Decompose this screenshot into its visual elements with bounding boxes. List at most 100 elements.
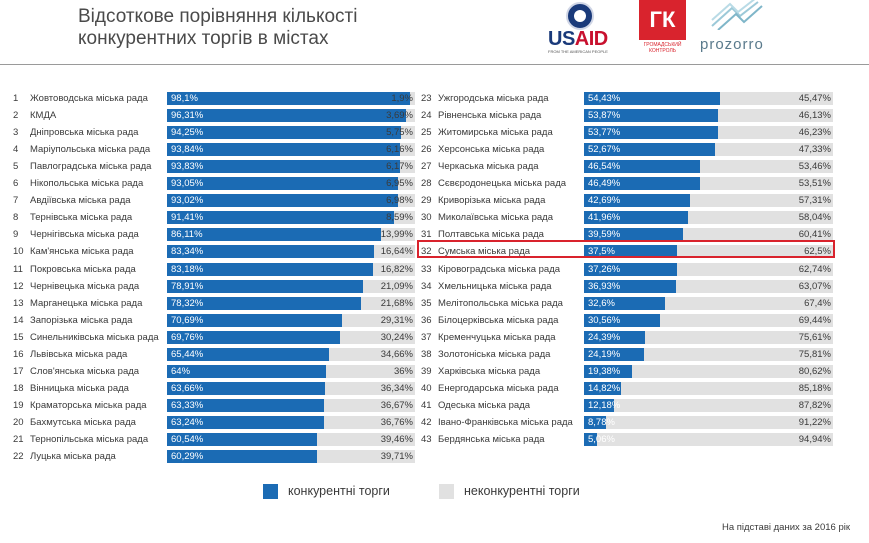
value-label-noncompetitive: 39,71% bbox=[380, 451, 413, 463]
value-label-noncompetitive: 34,66% bbox=[380, 348, 413, 360]
value-label-competitive: 83,34% bbox=[171, 246, 204, 258]
row-city-name: Житомирська міська рада bbox=[438, 127, 553, 139]
row-city-name: Чернігівська міська рада bbox=[30, 229, 139, 241]
bar-track-noncompetitive: 42,69% 57,31% bbox=[584, 194, 833, 208]
bar-track-noncompetitive: 93,02% 6,98% bbox=[167, 194, 415, 208]
row-city-name: Одеська міська рада bbox=[438, 399, 531, 411]
chart-row-35: 35 Мелітопольська міська рада 32,6% 67,4% bbox=[421, 296, 833, 311]
chart-row-39: 39 Харківська міська рада 19,38% 80,62% bbox=[421, 364, 833, 379]
row-city-name: Тернопільська міська рада bbox=[30, 434, 149, 445]
row-city-name: Синельниківська міська рада bbox=[30, 331, 159, 343]
bar-track-noncompetitive: 78,32% 21,68% bbox=[167, 296, 415, 310]
row-rank: 13 bbox=[13, 297, 24, 309]
bar-competitive bbox=[584, 126, 718, 140]
bar-competitive bbox=[167, 296, 362, 310]
chart-row-23: 23 Ужгородська міська рада 54,43% 45,47% bbox=[421, 91, 833, 106]
bar-track-noncompetitive: 98,1% 1,9% bbox=[167, 92, 415, 105]
value-label-competitive: 37,26% bbox=[588, 263, 621, 275]
value-label-competitive: 63,33% bbox=[171, 399, 204, 411]
value-label-noncompetitive: 46,13% bbox=[798, 110, 831, 122]
bar-competitive bbox=[167, 347, 330, 361]
chart-row-28: 28 Сєвєродонецька міська рада 46,49% 53,51% bbox=[421, 176, 833, 191]
chart-row-41: 41 Одеська міська рада 12,18% 87,82% bbox=[421, 398, 833, 413]
chart-row-13: 13 Марганецька міська рада 78,32% 21,68% bbox=[13, 296, 415, 311]
bar-track-noncompetitive: 78,91% 21,09% bbox=[167, 279, 415, 293]
row-rank: 5 bbox=[13, 161, 19, 173]
row-rank: 26 bbox=[421, 144, 432, 156]
row-city-name: Бахмутська міська рада bbox=[30, 416, 136, 428]
bar-competitive bbox=[167, 381, 325, 395]
chart-row-38: 38 Золотоніська міська рада 24,19% 75,81% bbox=[421, 347, 833, 362]
bar-competitive bbox=[167, 279, 363, 293]
chart-row-22: 22 Луцька міська рада 60,29% 39,71% bbox=[13, 449, 415, 464]
bar-track-noncompetitive: 86,11% 13,99% bbox=[167, 228, 415, 242]
value-label-competitive: 78,32% bbox=[171, 297, 204, 309]
chart-row-24: 24 Рівненська міська рада 53,87% 46,13% bbox=[421, 108, 833, 123]
value-label-noncompetitive: 16,64% bbox=[380, 246, 413, 258]
value-label-competitive: 69,76% bbox=[171, 331, 204, 343]
title-line-1: Відсоткове порівняння кількості bbox=[78, 6, 358, 27]
row-city-name: Чернівецька міська рада bbox=[30, 280, 140, 292]
bar-competitive bbox=[584, 415, 606, 429]
chart-row-14: 14 Запорізька міська рада 70,69% 29,31% bbox=[13, 313, 415, 328]
bar-competitive bbox=[584, 364, 633, 378]
bar-track-noncompetitive: 53,87% 46,13% bbox=[584, 109, 833, 123]
bar-track-noncompetitive: 96,31% 3,69% bbox=[167, 109, 415, 123]
gk-caption: ГРОМАДСЬКИЙ КОНТРОЛЬ bbox=[643, 42, 682, 54]
chart-row-4: 4 Маріупольська міська рада 93,84% 6,16% bbox=[13, 142, 415, 157]
prozorro-wordmark: prozorro bbox=[700, 36, 764, 53]
value-label-noncompetitive: 58,04% bbox=[798, 212, 831, 224]
bar-competitive bbox=[167, 262, 374, 276]
row-rank: 38 bbox=[421, 348, 432, 360]
bar-track-noncompetitive: 24,39% 75,61% bbox=[584, 330, 833, 344]
row-rank: 27 bbox=[421, 161, 432, 173]
value-label-competitive: 14,82% bbox=[588, 382, 621, 394]
bar-track-noncompetitive: 32,6% 67,4% bbox=[584, 296, 833, 310]
bar-track-noncompetitive: 63,33% 36,67% bbox=[167, 398, 415, 412]
row-rank: 32 bbox=[421, 246, 432, 258]
chart-row-16: 16 Львівська міська рада 65,44% 34,66% bbox=[13, 347, 415, 362]
usaid-wordmark: USAID bbox=[548, 28, 608, 50]
bar-track-noncompetitive: 94,25% 5,75% bbox=[167, 126, 415, 140]
value-label-noncompetitive: 80,62% bbox=[798, 365, 831, 377]
bar-competitive bbox=[167, 194, 398, 208]
value-label-noncompetitive: 53,51% bbox=[798, 178, 831, 190]
bar-track-noncompetitive: 52,67% 47,33% bbox=[584, 143, 833, 157]
chart-row-18: 18 Вінницька міська рада 63,66% 36,34% bbox=[13, 381, 415, 396]
bar-track-noncompetitive: 91,41% 8,59% bbox=[167, 211, 415, 225]
value-label-noncompetitive: 1,9% bbox=[391, 93, 413, 104]
bar-competitive bbox=[584, 296, 666, 310]
row-rank: 35 bbox=[421, 297, 432, 309]
value-label-competitive: 63,24% bbox=[171, 416, 204, 428]
row-city-name: Черкаська міська рада bbox=[438, 161, 539, 173]
value-label-noncompetitive: 6,98% bbox=[386, 195, 413, 207]
bar-track-noncompetitive: 64% 36% bbox=[167, 364, 415, 378]
row-city-name: Слов'янська міська рада bbox=[30, 365, 140, 377]
value-label-competitive: 32,6% bbox=[588, 297, 615, 309]
value-label-competitive: 52,67% bbox=[588, 144, 621, 156]
value-label-noncompetitive: 94,94% bbox=[798, 434, 831, 445]
row-rank: 8 bbox=[13, 212, 19, 224]
value-label-competitive: 37,5% bbox=[588, 246, 615, 258]
header-divider bbox=[0, 64, 869, 65]
value-label-competitive: 86,11% bbox=[171, 229, 203, 241]
row-rank: 9 bbox=[13, 229, 19, 241]
value-label-competitive: 53,77% bbox=[588, 127, 621, 139]
row-city-name: Бердянська міська рада bbox=[438, 434, 545, 445]
row-city-name: Кам'янська міська рада bbox=[30, 246, 134, 258]
row-city-name: Сумська міська рада bbox=[438, 246, 531, 258]
row-rank: 15 bbox=[13, 331, 24, 343]
value-label-competitive: 54,43% bbox=[588, 93, 621, 104]
value-label-noncompetitive: 6,16% bbox=[386, 144, 413, 156]
row-city-name: Полтавська міська рада bbox=[438, 229, 544, 241]
bar-track-noncompetitive: 70,69% 29,31% bbox=[167, 313, 415, 327]
chart-row-8: 8 Тернівська міська рада 91,41% 8,59% bbox=[13, 210, 415, 225]
row-city-name: Херсонська міська рада bbox=[438, 144, 545, 156]
chart-row-7: 7 Авдіївська міська рада 93,02% 6,98% bbox=[13, 193, 415, 208]
row-rank: 21 bbox=[13, 434, 24, 445]
legend-label-competitive: конкурентні торги bbox=[288, 484, 390, 498]
bar-competitive bbox=[167, 398, 325, 412]
value-label-noncompetitive: 60,41% bbox=[798, 229, 831, 241]
bar-track-noncompetitive: 60,29% 39,71% bbox=[167, 450, 415, 464]
bar-track-noncompetitive: 83,18% 16,82% bbox=[167, 262, 415, 276]
